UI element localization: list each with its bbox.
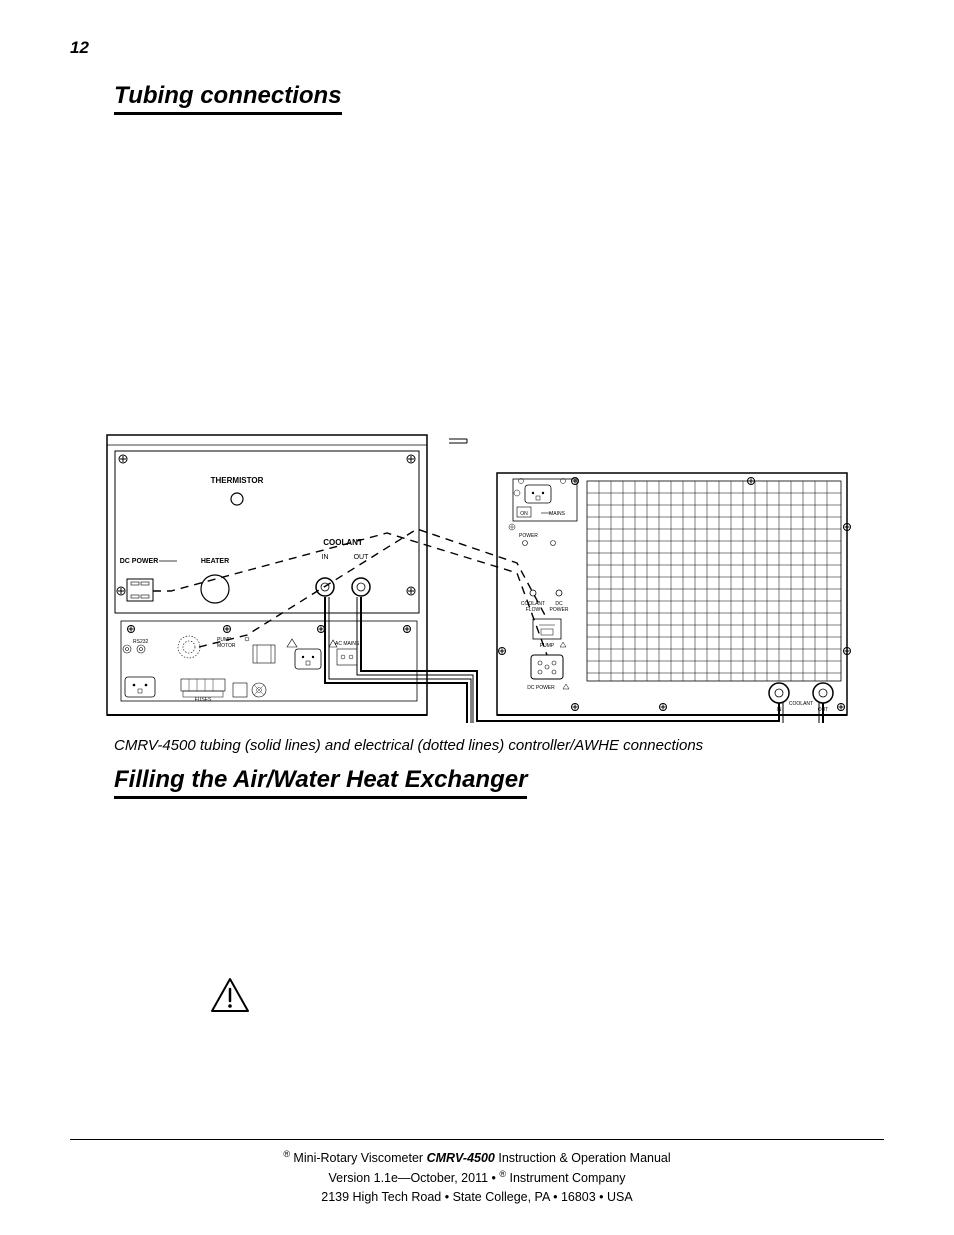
svg-text:POWER: POWER (550, 607, 569, 613)
svg-text:RS232: RS232 (133, 639, 149, 645)
label-on: ON (520, 511, 528, 517)
svg-text:FUSES: FUSES (195, 697, 212, 703)
label-mains: MAINS (549, 511, 566, 517)
page-footer: ® Mini-Rotary Viscometer CMRV-4500 Instr… (70, 1139, 884, 1207)
footer-address: 2139 High Tech Road • State College, PA … (70, 1188, 884, 1207)
footer-1b: Instruction & Operation Manual (495, 1152, 671, 1166)
label-coolant: COOLANT (323, 538, 363, 547)
connections-diagram: THERMISTOR COOLANT IN OUT DC POWER HEATE… (97, 423, 857, 723)
label-coolant-out: OUT (354, 554, 370, 561)
heading-filling: Filling the Air/Water Heat Exchanger (114, 766, 527, 799)
label-coolant-r: COOLANT (789, 701, 813, 707)
label-dcpower-r: DC POWER (527, 685, 555, 691)
footer-product: CMRV-4500 (427, 1152, 495, 1166)
page-number: 12 (70, 38, 89, 58)
caution-icon (210, 977, 884, 1018)
footer-2a: Version 1.1e—October, 2011 • (328, 1172, 499, 1186)
label-dcpower-left: DC POWER (120, 558, 159, 565)
svg-text:FLOW: FLOW (526, 607, 541, 613)
diagram-caption: CMRV-4500 tubing (solid lines) and elect… (114, 737, 884, 754)
label-coolant-in: IN (322, 554, 329, 561)
label-thermistor: THERMISTOR (211, 476, 264, 485)
svg-text:MOTOR: MOTOR (217, 643, 236, 649)
heading-tubing: Tubing connections (114, 82, 342, 115)
reg-mark-1: ® (283, 1149, 290, 1159)
svg-text:AC MAINS: AC MAINS (335, 641, 360, 647)
footer-1a: Mini-Rotary Viscometer (290, 1152, 427, 1166)
label-pump-r: PUMP (540, 643, 555, 649)
label-power-r: POWER (519, 533, 538, 539)
label-heater: HEATER (201, 558, 229, 565)
awhe-grille (587, 481, 841, 681)
footer-2b: Instrument Company (506, 1172, 626, 1186)
